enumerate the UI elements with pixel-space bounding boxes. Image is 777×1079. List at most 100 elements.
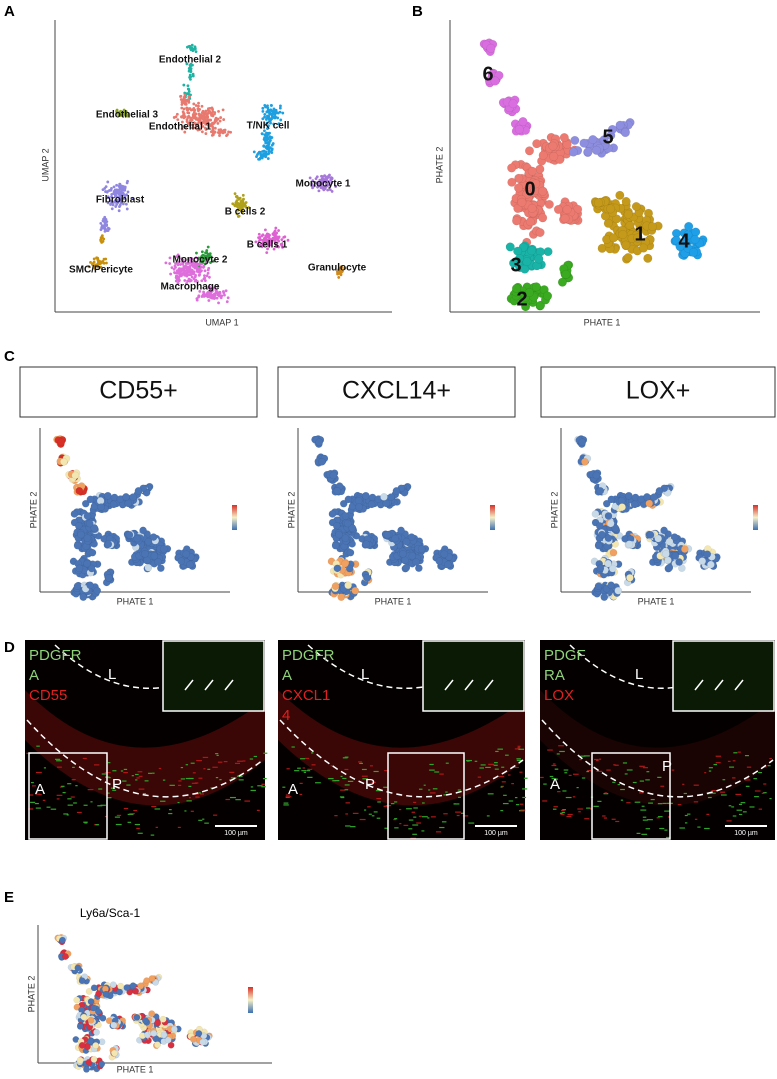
cell-point	[274, 226, 278, 230]
cell-point	[581, 458, 589, 466]
cell-point	[186, 87, 190, 91]
signal	[640, 809, 647, 811]
cell-point	[625, 491, 633, 500]
cell-point	[534, 254, 544, 264]
panel-label: E	[4, 889, 14, 906]
cell-point	[527, 166, 537, 176]
cell-point	[318, 178, 322, 182]
cell-point	[607, 495, 616, 504]
cell-point	[206, 268, 210, 272]
signal	[641, 833, 648, 835]
signal	[250, 786, 254, 788]
cell-point	[195, 269, 199, 273]
cell-point	[121, 191, 125, 195]
cell-point	[141, 1017, 149, 1024]
cell-point	[237, 197, 241, 201]
signal	[180, 778, 186, 780]
signal	[687, 813, 691, 815]
signal	[573, 773, 579, 775]
colorbar	[232, 505, 237, 530]
cell-point	[207, 125, 211, 129]
cell-point	[180, 115, 184, 119]
cell-point	[604, 534, 613, 542]
cell-point	[93, 586, 101, 595]
cell-point	[277, 235, 281, 239]
cell-point	[213, 112, 216, 116]
cell-point	[194, 126, 197, 130]
cell-point	[123, 188, 127, 192]
cell-point	[177, 557, 186, 565]
cluster-label: 4	[678, 230, 690, 252]
signal	[441, 821, 447, 823]
signal	[602, 815, 606, 817]
cell-point	[193, 275, 197, 279]
cell-point	[507, 163, 517, 173]
cell-point	[87, 998, 95, 1005]
signal	[615, 820, 620, 823]
cell-point	[655, 487, 664, 495]
cell-point	[126, 190, 130, 194]
micrograph: 100 µm PDGFR A CD55 L P A	[25, 640, 268, 840]
cell-point	[261, 150, 264, 153]
cell-point	[508, 99, 518, 109]
signal	[514, 796, 518, 799]
y-label: PHATE 2	[28, 492, 38, 529]
cell-point	[211, 127, 215, 130]
signal	[742, 811, 747, 813]
cell-point	[100, 240, 104, 244]
signal	[746, 766, 752, 768]
cell-point	[271, 236, 275, 240]
cell-point	[258, 238, 262, 242]
signal	[540, 776, 544, 779]
cell-point	[340, 266, 344, 269]
signal	[733, 752, 738, 754]
cell-point	[343, 519, 352, 528]
cell-point	[148, 1010, 156, 1017]
signal	[439, 773, 444, 775]
signal	[202, 818, 205, 820]
cell-point	[123, 984, 131, 991]
signal	[229, 771, 235, 773]
cell-point	[553, 204, 563, 214]
cell-point	[351, 586, 359, 595]
cell-point	[197, 127, 201, 131]
cell-point	[363, 574, 371, 582]
signal	[737, 751, 741, 753]
cell-point	[330, 176, 334, 180]
signal	[76, 811, 82, 814]
cell-point	[588, 134, 598, 144]
signal	[693, 801, 699, 803]
signal	[70, 796, 75, 798]
signal	[352, 812, 359, 814]
signal	[177, 826, 181, 829]
cell-point	[440, 550, 449, 558]
cell-point	[324, 175, 328, 179]
signal	[697, 826, 701, 828]
signal	[90, 801, 93, 803]
cluster-label: B cells 2	[225, 207, 266, 218]
signal	[180, 766, 184, 769]
signal	[185, 764, 189, 766]
cell-point	[264, 150, 268, 154]
cell-point	[527, 246, 537, 256]
cell-point	[330, 181, 334, 184]
cell-point	[115, 202, 119, 206]
cell-point	[168, 256, 172, 260]
cell-point	[240, 210, 244, 214]
cell-point	[621, 240, 631, 250]
cell-point	[562, 205, 572, 215]
cell-point	[339, 269, 343, 272]
signal	[664, 829, 668, 831]
signal	[56, 794, 63, 796]
cell-point	[80, 1013, 88, 1021]
cell-point	[212, 259, 216, 263]
cell-point	[392, 487, 401, 495]
signal	[522, 796, 527, 799]
signal	[735, 793, 742, 796]
cluster-label: Granulocyte	[308, 263, 367, 274]
cell-point	[252, 150, 256, 154]
cell-point	[328, 510, 337, 518]
signal	[693, 784, 699, 786]
signal	[645, 779, 650, 781]
signal	[195, 796, 200, 798]
